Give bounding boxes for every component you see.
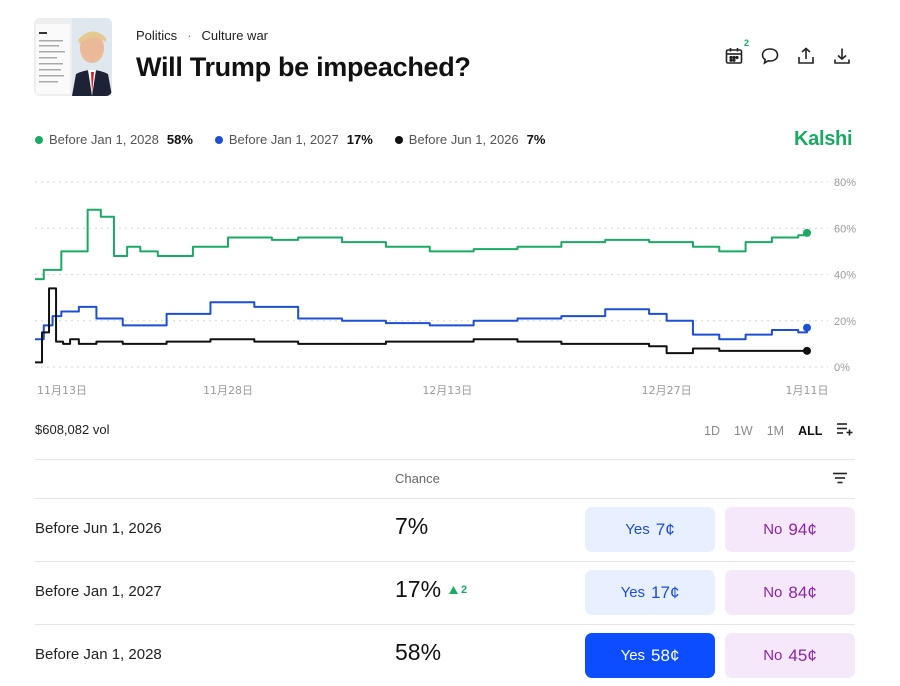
yes-price: 58¢ xyxy=(651,645,680,665)
table-row: Before Jun 1, 2026 7% Yes 7¢ No 94¢ xyxy=(35,498,855,561)
table-divider xyxy=(35,459,855,460)
triangle-up-icon xyxy=(449,585,459,594)
y-tick-label: 40% xyxy=(834,270,856,282)
kalshi-logo: Kalshi xyxy=(794,128,853,150)
range-all[interactable]: ALL xyxy=(798,423,823,438)
row-label: Before Jun 1, 2026 xyxy=(35,520,162,537)
yes-price: 7¢ xyxy=(655,519,675,539)
buy-no-button[interactable]: No 94¢ xyxy=(725,507,855,552)
price-history-chart: 80% 60% 40% 20% 0% 11月13日 11月28日 12月13日 12月27日 1月… xyxy=(35,177,856,397)
row-chance: 17% 2 xyxy=(395,576,467,603)
change-value: 2 xyxy=(461,583,468,596)
y-tick-label: 60% xyxy=(834,223,856,235)
download-icon xyxy=(834,48,850,64)
time-range-selector: 1D 1W 1M ALL xyxy=(704,422,854,439)
series-endpoint-2[interactable] xyxy=(803,346,811,355)
page-title: Will Trump be impeached? xyxy=(136,52,471,82)
chart-legend: Before Jan 1, 2028 58% Before Jan 1, 202… xyxy=(35,132,545,147)
x-tick-label: 12月13日 xyxy=(422,384,472,397)
buy-yes-button[interactable]: Yes 58¢ xyxy=(585,633,715,678)
breadcrumb-culture-war[interactable]: Culture war xyxy=(201,28,268,43)
chance-value: 58% xyxy=(395,639,442,665)
legend-item-2028[interactable]: Before Jan 1, 2028 58% xyxy=(35,132,193,147)
chance-value: 17% xyxy=(395,576,442,602)
no-label: No xyxy=(763,521,783,538)
table-row: Before Jan 1, 2028 58% Yes 58¢ No 45¢ xyxy=(35,624,855,686)
legend-item-2027[interactable]: Before Jan 1, 2027 17% xyxy=(214,132,373,147)
row-chance: 58% xyxy=(395,639,441,666)
range-1m[interactable]: 1M xyxy=(766,423,785,438)
no-price: 45¢ xyxy=(788,645,817,665)
table-divider xyxy=(35,624,855,625)
buy-yes-button[interactable]: Yes 17¢ xyxy=(585,570,715,615)
series-endpoint-0[interactable] xyxy=(803,228,811,237)
chance-value: 7% xyxy=(395,513,429,539)
y-tick-label: 80% xyxy=(834,177,856,189)
breadcrumb-separator: · xyxy=(187,28,192,43)
download-button[interactable] xyxy=(830,44,854,68)
series-line-2 xyxy=(35,287,807,364)
legend-label: Before Jan 1, 2027 xyxy=(228,132,339,147)
no-price: 84¢ xyxy=(788,582,817,602)
chance-change: 2 xyxy=(449,584,467,596)
row-label: Before Jan 1, 2027 xyxy=(35,583,162,600)
x-tick-label: 11月28日 xyxy=(203,384,253,397)
table-divider xyxy=(35,561,855,562)
sort-button[interactable] xyxy=(832,471,848,489)
table-divider xyxy=(35,498,855,499)
buy-yes-button[interactable]: Yes 7¢ xyxy=(585,507,715,552)
yes-label: Yes xyxy=(625,521,650,538)
no-price: 94¢ xyxy=(788,519,817,539)
table-row: Before Jan 1, 2027 17% 2 Yes 17¢ No 84¢ xyxy=(35,561,855,624)
add-series-button[interactable] xyxy=(836,422,854,439)
series-endpoint-1[interactable] xyxy=(803,323,811,332)
series-line-1 xyxy=(35,301,808,341)
x-tick-label: 11月13日 xyxy=(37,384,87,397)
yes-label: Yes xyxy=(620,584,646,601)
calendar-badge: 2 xyxy=(743,38,749,48)
y-tick-label: 0% xyxy=(834,362,850,374)
series-line-0 xyxy=(35,208,808,281)
comment-icon xyxy=(761,48,779,65)
legend-value: 58% xyxy=(166,132,193,147)
legend-label: Before Jun 1, 2026 xyxy=(408,132,519,147)
range-1d[interactable]: 1D xyxy=(704,423,720,438)
legend-value: 7% xyxy=(526,132,546,147)
comment-button[interactable] xyxy=(758,44,782,68)
row-chance: 7% xyxy=(395,513,428,540)
legend-label: Before Jan 1, 2028 xyxy=(49,132,159,147)
share-icon xyxy=(798,47,814,64)
breadcrumb: Politics · Culture war xyxy=(136,28,268,43)
no-label: No xyxy=(763,584,783,601)
breadcrumb-politics[interactable]: Politics xyxy=(136,28,178,43)
x-tick-label: 1月11日 xyxy=(786,384,829,397)
x-tick-label: 12月27日 xyxy=(642,384,692,397)
yes-label: Yes xyxy=(620,647,646,664)
market-thumbnail xyxy=(34,18,112,96)
legend-value: 17% xyxy=(346,132,373,147)
chance-column-header: Chance xyxy=(395,471,440,486)
playlist-add-icon xyxy=(837,423,853,436)
yes-price: 17¢ xyxy=(651,582,680,602)
row-label: Before Jan 1, 2028 xyxy=(35,646,162,663)
legend-dot-green xyxy=(35,135,43,144)
volume-label: $608,082 vol xyxy=(35,422,110,437)
sort-icon xyxy=(833,472,847,484)
calendar-icon xyxy=(725,48,743,64)
share-button[interactable] xyxy=(794,44,818,68)
range-1w[interactable]: 1W xyxy=(733,423,753,438)
toolbar: 2 xyxy=(722,38,854,68)
buy-no-button[interactable]: No 45¢ xyxy=(725,633,855,678)
legend-dot-blue xyxy=(214,135,223,144)
y-tick-label: 20% xyxy=(834,316,856,328)
calendar-button[interactable]: 2 xyxy=(722,38,749,68)
legend-item-2026[interactable]: Before Jun 1, 2026 7% xyxy=(394,132,546,147)
no-label: No xyxy=(763,647,783,664)
legend-dot-black xyxy=(394,135,403,144)
buy-no-button[interactable]: No 84¢ xyxy=(725,570,855,615)
